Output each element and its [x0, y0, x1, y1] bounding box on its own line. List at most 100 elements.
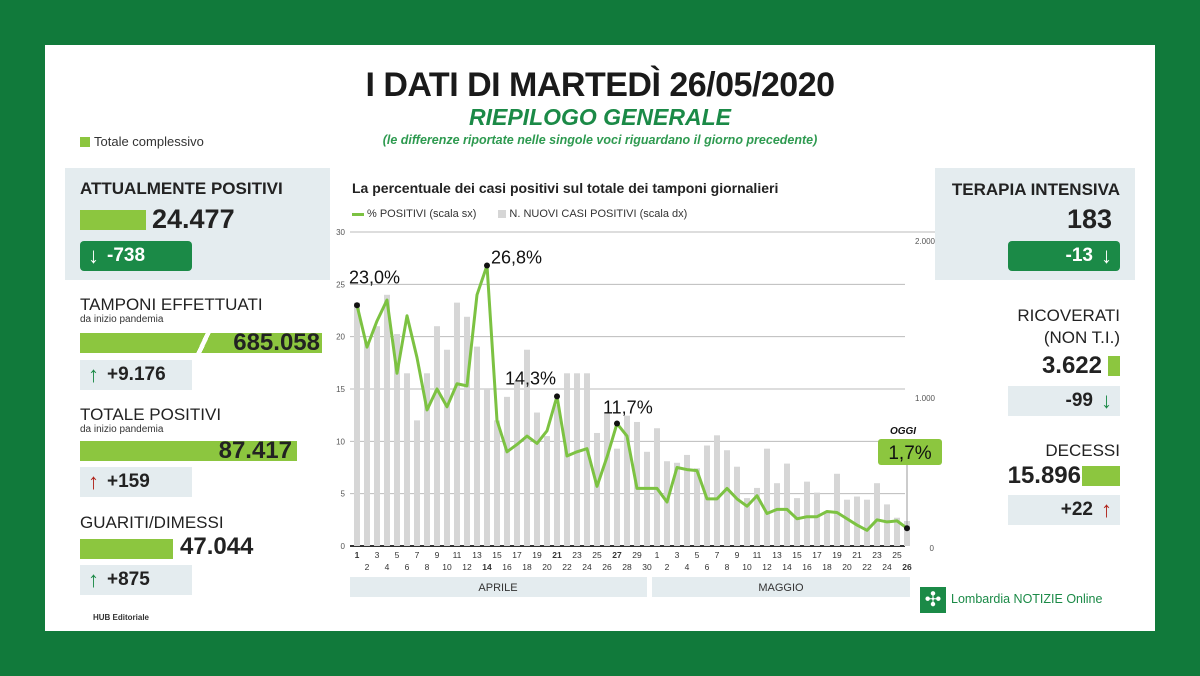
x-tick-label: 1: [655, 550, 660, 560]
x-tick-label: 5: [395, 550, 400, 560]
today-badge: [878, 439, 942, 465]
legend-bar-label: N. NUOVI CASI POSITIVI (scala dx): [509, 208, 688, 220]
annotation-label: 26,8%: [491, 247, 542, 267]
legend-total: Totale complessivo: [80, 134, 204, 149]
x-tick-label: 8: [725, 562, 730, 572]
x-tick-label: 2: [665, 562, 670, 572]
page-note: (le differenze riportate nelle singole v…: [382, 133, 818, 147]
bar-new-cases: [854, 496, 860, 546]
attualmente-positivi-value: 24.477: [152, 204, 235, 234]
left-axis-tick: 30: [336, 228, 345, 237]
x-tick-label: 18: [822, 562, 832, 572]
today-label: OGGI: [890, 426, 916, 437]
bar-new-cases: [804, 481, 810, 546]
right-axis-tick: 2.000: [915, 237, 936, 246]
bar-new-cases: [384, 294, 390, 546]
attualmente-positivi-bar: [80, 210, 146, 230]
bar-new-cases: [774, 483, 780, 546]
credit: HUB Editoriale: [93, 613, 150, 622]
month-label: MAGGIO: [758, 582, 804, 594]
x-tick-label: 13: [772, 550, 782, 560]
arrow-down-icon: ↓: [1101, 388, 1112, 413]
bar-new-cases: [554, 404, 560, 546]
line-percent-positive: [355, 263, 908, 532]
x-tick-label: 6: [705, 562, 710, 572]
x-tick-label: 12: [762, 562, 772, 572]
bar-new-cases: [714, 435, 720, 546]
x-tick-label: 5: [695, 550, 700, 560]
ricoverati-label: RICOVERATI: [1017, 306, 1120, 325]
legend-line-label: % POSITIVI (scala sx): [367, 208, 477, 220]
x-tick-label: 20: [842, 562, 852, 572]
left-axis-tick: 15: [336, 385, 345, 394]
x-tick-label: 18: [522, 562, 532, 572]
bar-new-cases: [534, 412, 540, 546]
x-tick-label: 20: [542, 562, 552, 572]
x-tick-label: 13: [472, 550, 482, 560]
bar-new-cases: [824, 511, 830, 546]
delta-value: -738: [107, 245, 146, 266]
guariti-delta: ↑ +875: [80, 565, 192, 595]
right-axis-tick: 0: [930, 544, 935, 553]
month-label: APRILE: [478, 582, 517, 594]
decessi-value: 15.896: [1007, 462, 1081, 489]
left-axis-tick: 0: [341, 542, 346, 551]
bar-new-cases: [544, 436, 550, 546]
x-tick-label: 16: [802, 562, 812, 572]
attualmente-positivi-label: ATTUALMENTE POSITIVI: [80, 179, 283, 198]
x-tick-label: 23: [572, 550, 582, 560]
delta-value: +22: [1060, 499, 1093, 520]
tamponi-label: TAMPONI EFFETTUATI: [80, 295, 263, 314]
totale-positivi-bar: [80, 441, 297, 461]
x-tick-label: 16: [502, 562, 512, 572]
x-tick-label: 19: [832, 550, 842, 560]
x-tick-label: 26: [902, 562, 912, 572]
x-tick-label: 27: [612, 550, 622, 560]
arrow-up-icon: ↑: [88, 362, 99, 387]
bar-new-cases: [454, 302, 460, 546]
legend-swatch: [80, 136, 90, 147]
legend-bar: N. NUOVI CASI POSITIVI (scala dx): [498, 208, 687, 220]
annotation-label: 14,3%: [505, 368, 556, 388]
tamponi-sublabel: da inizio pandemia: [80, 314, 164, 325]
x-tick-label: 7: [715, 550, 720, 560]
today-value: 1,7%: [888, 443, 931, 464]
bar-new-cases: [754, 487, 760, 546]
annotation-point: [614, 420, 620, 427]
bar-new-cases: [364, 341, 370, 546]
page-title: I DATI DI MARTEDÌ 26/05/2020: [365, 66, 835, 104]
totale-positivi-sublabel: da inizio pandemia: [80, 424, 164, 435]
annotation-label: 11,7%: [603, 398, 653, 418]
bar-new-cases: [464, 316, 470, 546]
bar-new-cases: [664, 461, 670, 546]
x-tick-label: 14: [782, 562, 792, 572]
bar-new-cases: [594, 432, 600, 546]
bar-new-cases: [444, 349, 450, 546]
x-tick-label: 28: [622, 562, 632, 572]
bar-new-cases: [424, 373, 430, 546]
x-tick-label: 4: [385, 562, 390, 572]
annotation-point: [484, 262, 490, 269]
terapia-delta: -13 ↓: [1008, 241, 1120, 271]
bar-new-cases: [744, 498, 750, 546]
bar-new-cases: [644, 451, 650, 546]
bar-new-cases: [674, 462, 680, 546]
x-tick-label: 22: [562, 562, 572, 572]
tamponi-value: 685.058: [233, 329, 320, 356]
annotation-point: [554, 393, 560, 400]
x-tick-label: 25: [892, 550, 902, 560]
bar-new-cases: [764, 448, 770, 546]
attualmente-positivi-delta: ↓ -738: [80, 241, 192, 271]
bar-new-cases: [604, 412, 610, 546]
bar-new-cases: [724, 450, 730, 546]
bar-new-cases: [834, 473, 840, 546]
x-tick-label: 19: [532, 550, 542, 560]
terapia-label: TERAPIA INTENSIVA: [951, 180, 1120, 199]
totale-positivi-label: TOTALE POSITIVI: [80, 405, 222, 424]
page-subtitle: RIEPILOGO GENERALE: [469, 104, 731, 130]
bar-new-cases: [684, 454, 690, 546]
delta-value: +9.176: [107, 364, 166, 385]
guariti-bar: [80, 539, 173, 559]
left-axis-tick: 25: [336, 280, 345, 289]
